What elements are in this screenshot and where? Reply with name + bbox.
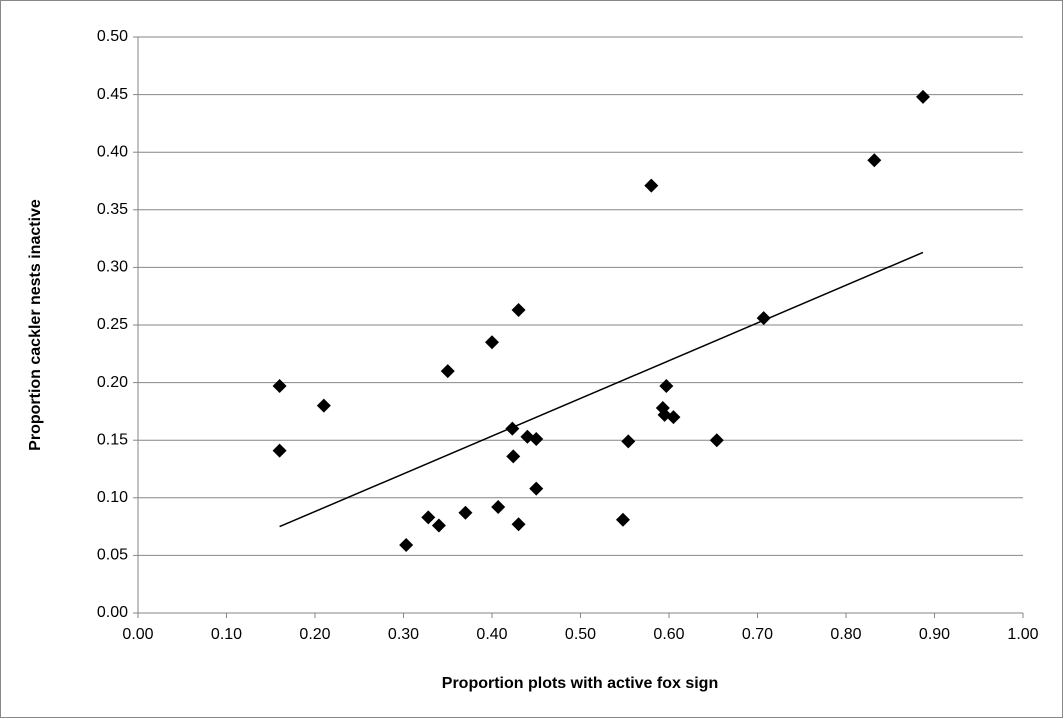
point — [915, 89, 930, 104]
x-tick-label: 1.00 — [1007, 626, 1038, 643]
y-axis-title: Proportion cackler nests inactive — [27, 199, 44, 451]
y-tick-label: 0.00 — [97, 604, 128, 621]
x-tick-label: 0.30 — [388, 626, 419, 643]
point — [506, 449, 521, 464]
y-tick-label: 0.25 — [97, 316, 128, 333]
x-tick-label: 0.60 — [653, 626, 684, 643]
y-tick-label: 0.15 — [97, 431, 128, 448]
point — [756, 311, 771, 326]
point — [709, 433, 724, 448]
point — [659, 379, 674, 394]
y-tick-label: 0.50 — [97, 28, 128, 45]
point — [511, 517, 526, 532]
trendline — [279, 251, 924, 528]
y-tick-label: 0.30 — [97, 259, 128, 276]
point — [529, 481, 544, 496]
y-tick-label: 0.05 — [97, 547, 128, 564]
point — [272, 379, 287, 394]
point — [440, 364, 455, 379]
y-tick-label: 0.40 — [97, 143, 128, 160]
x-tick-label: 0.20 — [299, 626, 330, 643]
point — [431, 518, 446, 533]
y-tick-label: 0.10 — [97, 489, 128, 506]
y-tick-label: 0.35 — [97, 201, 128, 218]
point — [491, 500, 506, 515]
point — [511, 303, 526, 318]
x-tick-label: 0.70 — [742, 626, 773, 643]
point — [505, 421, 520, 436]
x-tick-label: 0.80 — [830, 626, 861, 643]
y-tick-label: 0.20 — [97, 374, 128, 391]
point — [458, 505, 473, 520]
x-tick-label: 0.10 — [211, 626, 242, 643]
point — [421, 510, 436, 525]
point — [615, 512, 630, 527]
y-tick-label: 0.45 — [97, 86, 128, 103]
point — [485, 335, 499, 350]
x-tick-label: 0.00 — [122, 626, 153, 643]
point — [399, 538, 414, 553]
x-tick-label: 0.40 — [476, 626, 507, 643]
point — [644, 178, 659, 193]
point — [621, 434, 636, 449]
x-axis-title: Proportion plots with active fox sign — [442, 675, 718, 692]
x-tick-label: 0.90 — [919, 626, 950, 643]
point — [272, 443, 287, 458]
x-tick-label: 0.50 — [565, 626, 596, 643]
point — [529, 432, 544, 447]
point — [666, 410, 681, 425]
point — [867, 153, 882, 168]
point — [316, 398, 331, 413]
